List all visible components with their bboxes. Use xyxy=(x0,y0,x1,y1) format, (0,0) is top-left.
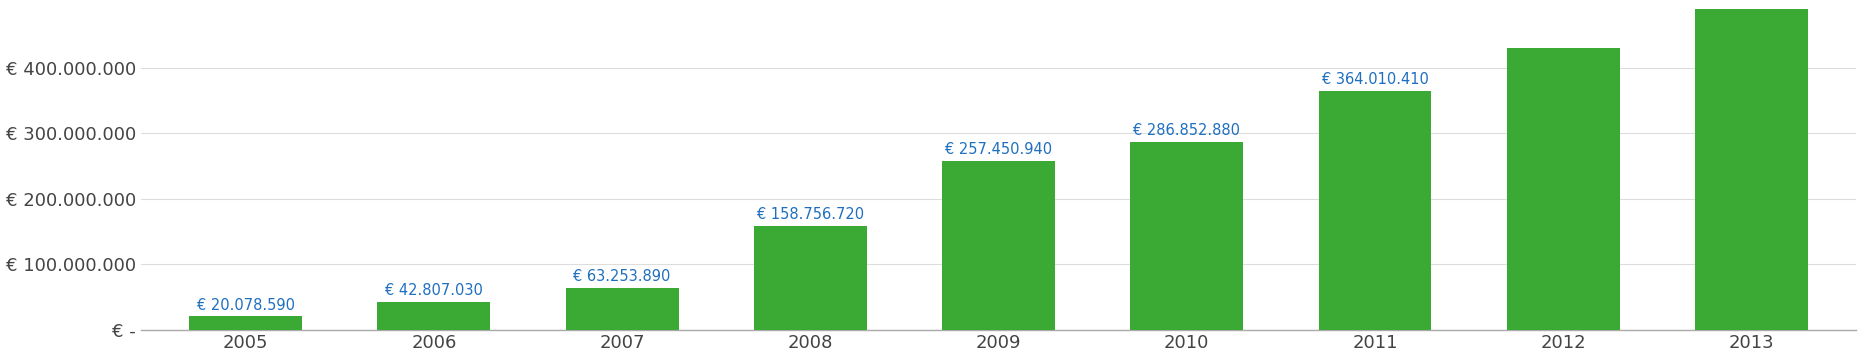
Bar xyxy=(1506,48,1620,330)
Text: € 63.253.890: € 63.253.890 xyxy=(573,269,670,284)
Bar xyxy=(1318,91,1432,330)
Text: € 286.852.880: € 286.852.880 xyxy=(1134,123,1240,138)
Text: € 257.450.940: € 257.450.940 xyxy=(946,142,1052,157)
Bar xyxy=(942,161,1056,330)
Bar xyxy=(1694,9,1808,330)
Bar xyxy=(1130,142,1244,330)
Bar xyxy=(378,301,490,330)
Text: € 20.078.590: € 20.078.590 xyxy=(197,297,294,313)
Text: € 158.756.720: € 158.756.720 xyxy=(756,207,864,222)
Bar xyxy=(190,316,302,330)
Text: € 364.010.410: € 364.010.410 xyxy=(1322,72,1428,87)
Text: € 42.807.030: € 42.807.030 xyxy=(385,282,482,297)
Bar xyxy=(566,288,678,330)
Bar xyxy=(754,226,868,330)
